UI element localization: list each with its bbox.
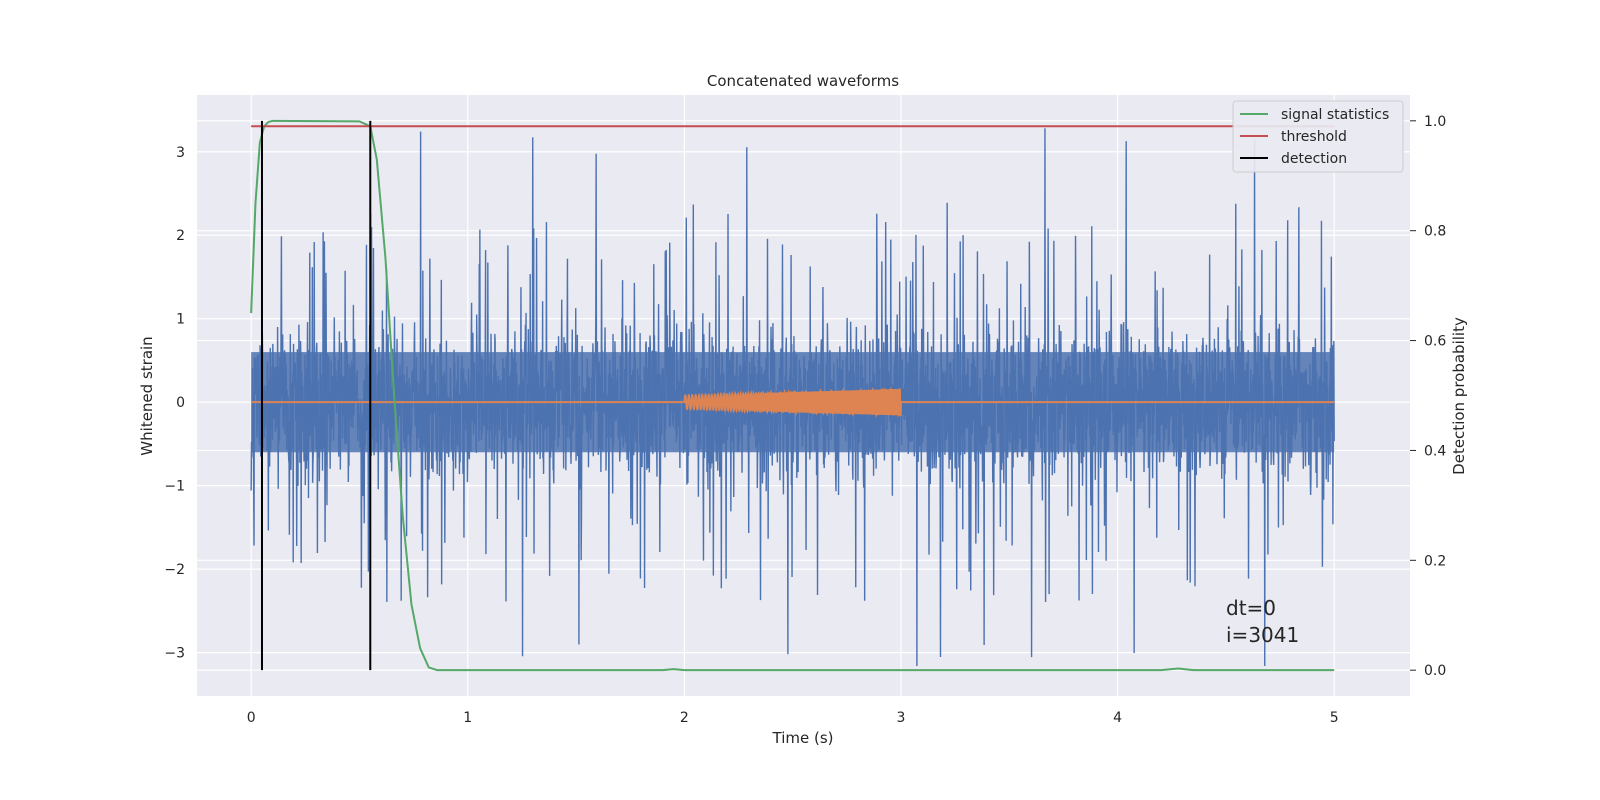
y2-tick-label: 0.2: [1424, 553, 1446, 569]
y-axis-label: Whitened strain: [138, 336, 156, 455]
x-axis-label: Time (s): [772, 729, 834, 747]
legend-label-threshold: threshold: [1281, 129, 1347, 145]
x-axis: 0 1 2 3 4 5: [247, 710, 1339, 726]
x-tick-label: 3: [897, 710, 906, 726]
y2-tick-label: 1.0: [1424, 114, 1446, 130]
y2-axis-label: Detection probability: [1450, 317, 1468, 475]
y-tick-label: 1: [176, 312, 185, 328]
y-tick-label: −1: [164, 479, 185, 495]
legend-box: [1232, 100, 1404, 173]
x-tick-label: 1: [463, 710, 472, 726]
annotation-line-1: dt=0: [1226, 596, 1276, 620]
x-tick-label: 5: [1330, 710, 1339, 726]
y2-axis: 0.0 0.2 0.4 0.6 0.8 1.0: [1410, 114, 1446, 679]
y-tick-label: 2: [176, 228, 185, 244]
x-tick-label: 4: [1113, 710, 1122, 726]
y2-tick-label: 0.0: [1424, 663, 1446, 679]
y-tick-label: 0: [176, 395, 185, 411]
y-axis: −3 −2 −1 0 1 2 3: [164, 145, 185, 662]
y2-tick-label: 0.6: [1424, 334, 1446, 350]
legend-label-detection: detection: [1281, 151, 1347, 167]
y-tick-label: −2: [164, 562, 185, 578]
x-tick-label: 2: [680, 710, 689, 726]
legend: signal statistics threshold detection: [1232, 100, 1404, 173]
chart-title: Concatenated waveforms: [707, 72, 899, 90]
plot-area: [250, 119, 1335, 672]
series-signal-statistics: [250, 119, 1335, 672]
y-tick-label: −3: [164, 646, 185, 662]
x-tick-label: 0: [247, 710, 256, 726]
annotation: dt=0 i=3041: [1226, 596, 1299, 647]
y2-tick-label: 0.4: [1424, 443, 1446, 459]
annotation-line-2: i=3041: [1226, 623, 1299, 647]
y-tick-label: 3: [176, 145, 185, 161]
series-injected-waveform: [683, 386, 902, 419]
legend-label-signal-statistics: signal statistics: [1281, 107, 1389, 123]
y2-tick-label: 0.8: [1424, 224, 1446, 240]
